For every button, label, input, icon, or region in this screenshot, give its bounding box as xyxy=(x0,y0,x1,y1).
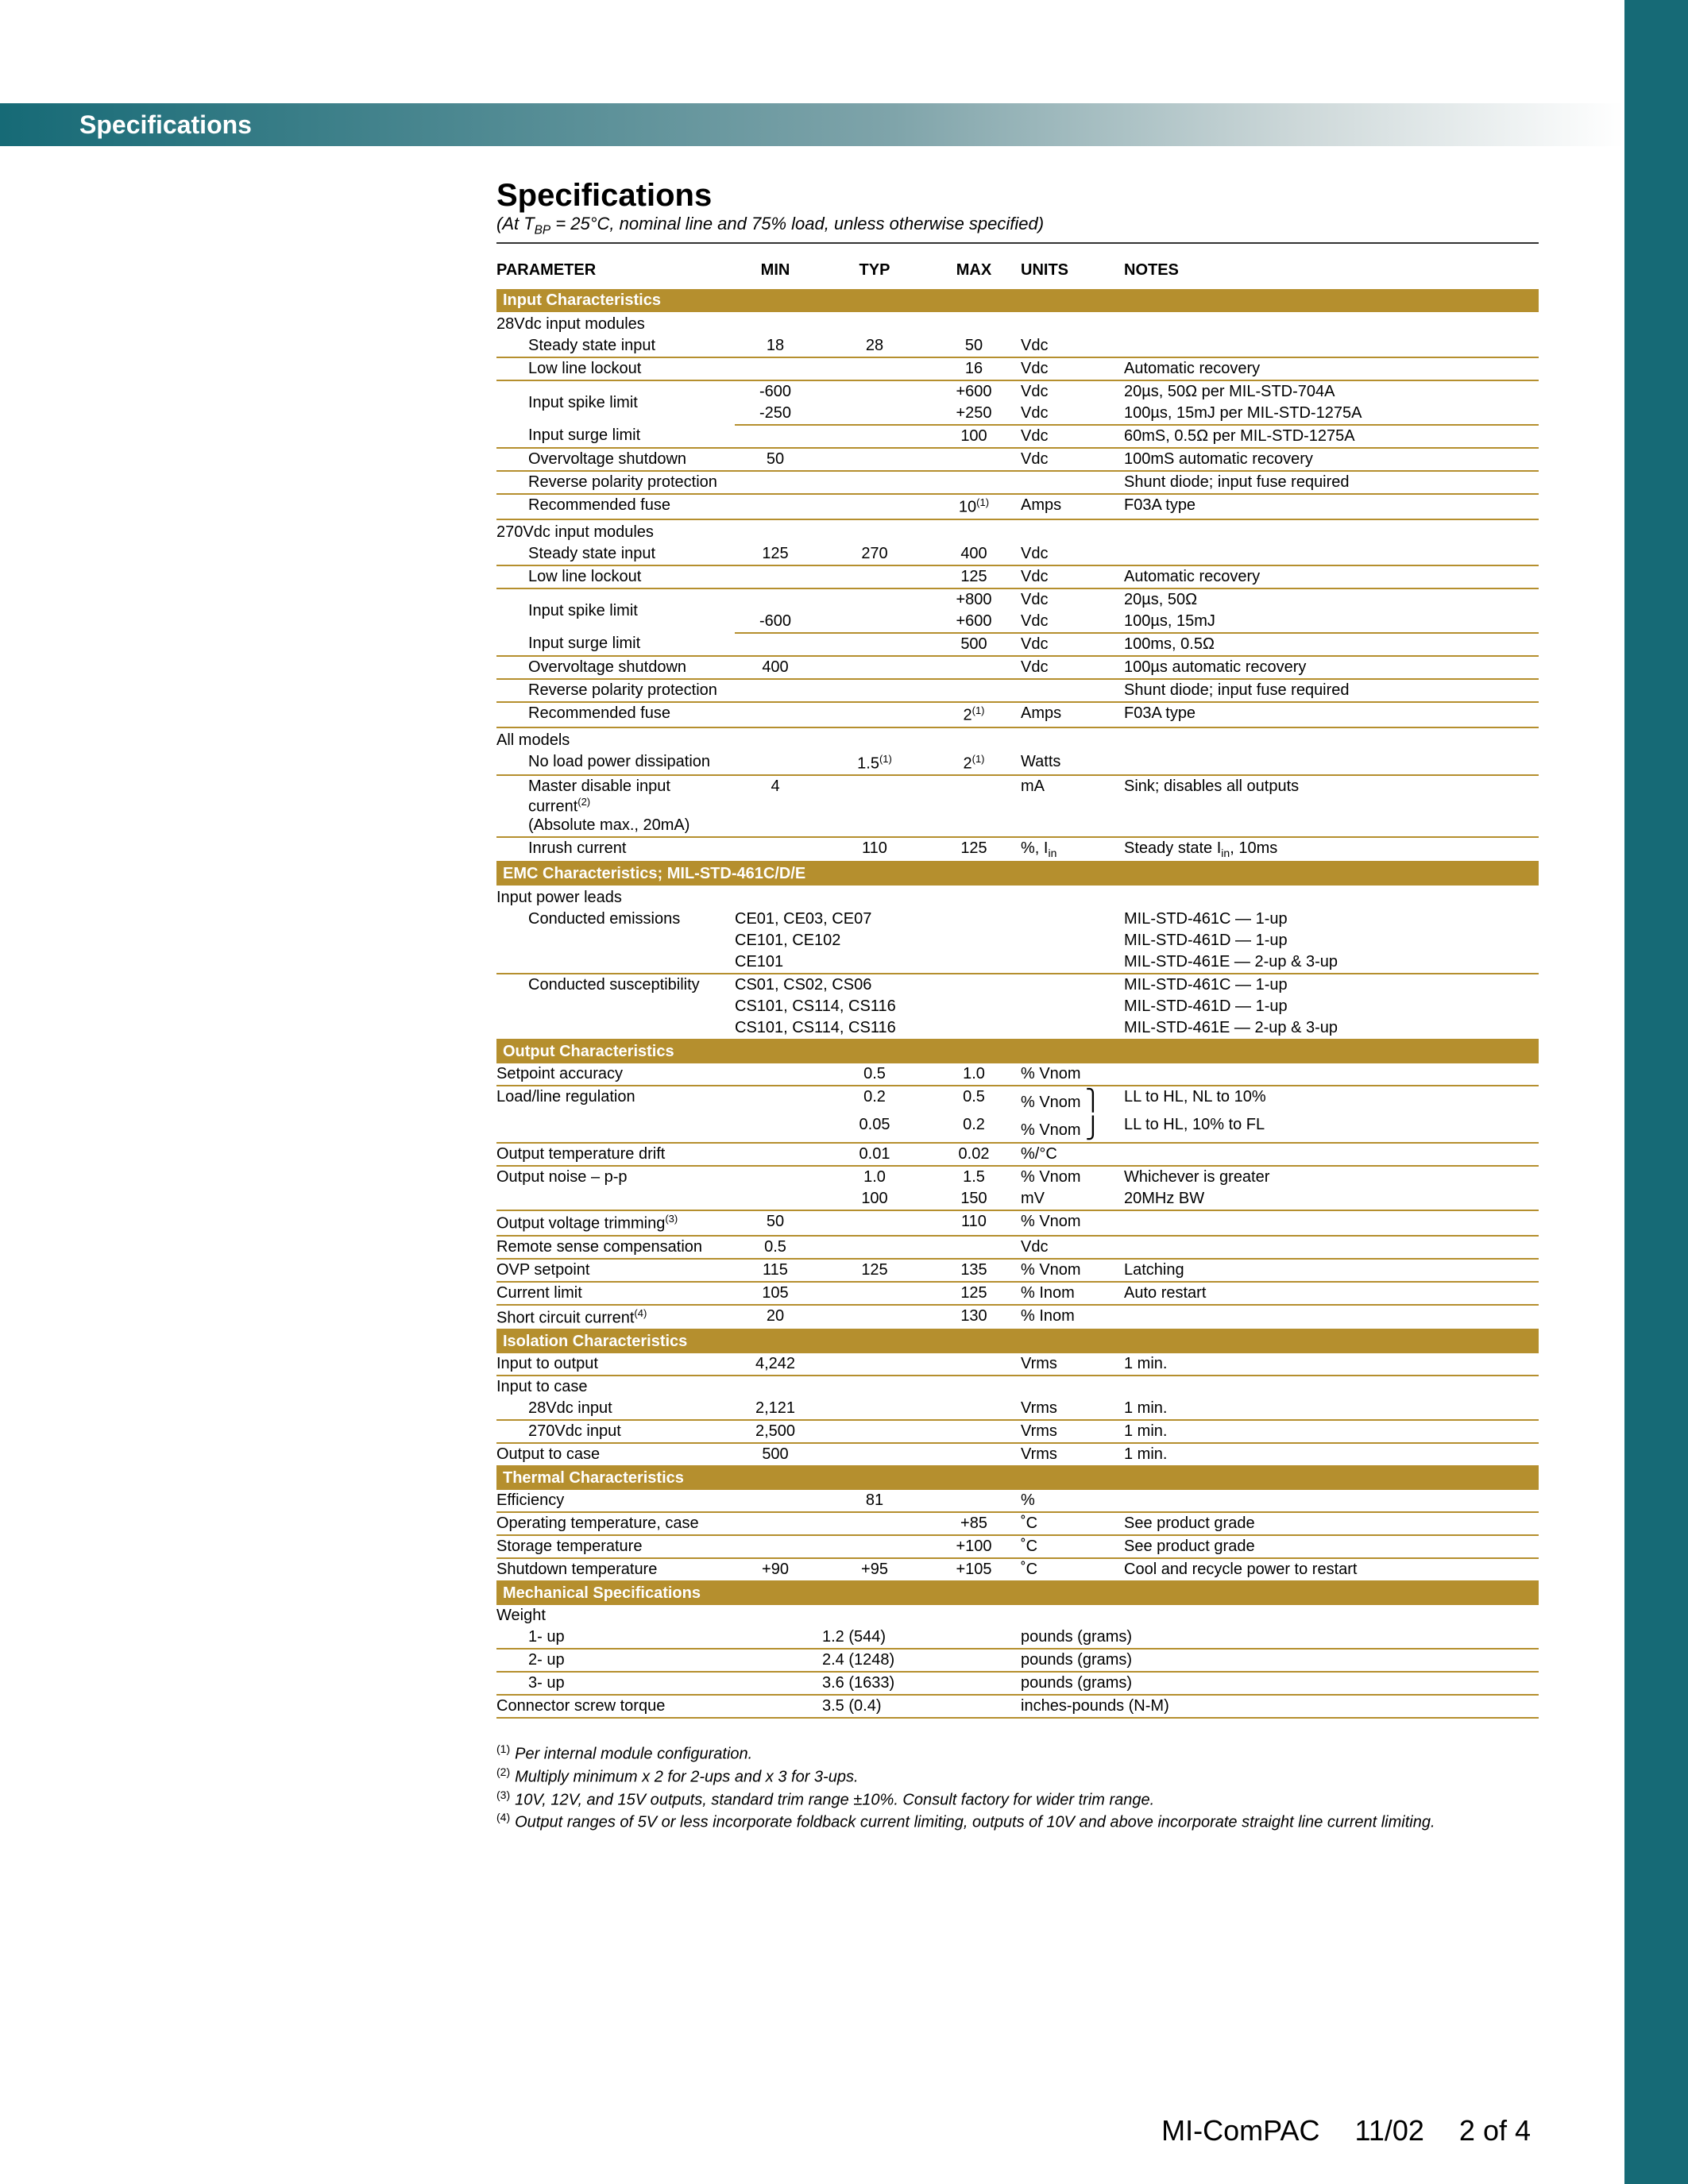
table-row: 1- up1.2 (544)pounds (grams) xyxy=(496,1626,1539,1649)
table-row: Input spike limit+800Vdc20µs, 50Ω xyxy=(496,588,1539,611)
table-row: Connector screw torque3.5 (0.4)inches-po… xyxy=(496,1695,1539,1718)
table-row: Shutdown temperature+90+95+105˚CCool and… xyxy=(496,1558,1539,1581)
table-row: Recommended fuse2(1)AmpsF03A type xyxy=(496,702,1539,727)
section-emc: EMC Characteristics; MIL-STD-461C/D/E xyxy=(496,862,1539,886)
table-row: 100150mV20MHz BW xyxy=(496,1188,1539,1210)
page: Specifications Specifications (At TBP = … xyxy=(0,0,1624,2184)
footer-product: MI-ComPAC xyxy=(1161,2114,1319,2147)
table-row: Operating temperature, case+85˚CSee prod… xyxy=(496,1512,1539,1535)
col-parameter: PARAMETER xyxy=(496,258,735,289)
group-weight: Weight xyxy=(496,1605,1539,1626)
col-min: MIN xyxy=(735,258,822,289)
table-row: Setpoint accuracy0.51.0% Vnom xyxy=(496,1063,1539,1086)
table-row: Short circuit current(4)20130% Inom xyxy=(496,1305,1539,1330)
footnote-4: (4)Output ranges of 5V or less incorpora… xyxy=(512,1811,1539,1832)
page-footer: MI-ComPAC 11/02 2 of 4 xyxy=(1134,2114,1531,2147)
group-input-to-case: Input to case xyxy=(496,1376,1539,1398)
table-row: Input surge limit100Vdc60mS, 0.5Ω per MI… xyxy=(496,425,1539,448)
footnote-2: (2)Multiply minimum x 2 for 2-ups and x … xyxy=(512,1765,1539,1787)
page-title: Specifications xyxy=(496,178,1539,214)
col-notes: NOTES xyxy=(1124,258,1539,289)
header-title: Specifications xyxy=(79,110,252,140)
table-row: Input spike limit-600+600Vdc20µs, 50Ω pe… xyxy=(496,380,1539,403)
title-block: Specifications (At TBP = 25°C, nominal l… xyxy=(496,178,1539,244)
table-row: 28Vdc input2,121Vrms1 min. xyxy=(496,1398,1539,1420)
section-output: Output Characteristics xyxy=(496,1040,1539,1063)
footnote-3: (3)10V, 12V, and 15V outputs, standard t… xyxy=(512,1788,1539,1810)
table-row: 0.050.2% Vnom ⎭LL to HL, 10% to FL xyxy=(496,1114,1539,1143)
section-isolation: Isolation Characteristics xyxy=(496,1329,1539,1353)
header-band: Specifications xyxy=(0,103,1624,146)
table-row: 270Vdc input2,500Vrms1 min. xyxy=(496,1420,1539,1443)
section-thermal: Thermal Characteristics xyxy=(496,1466,1539,1490)
table-row: Storage temperature+100˚CSee product gra… xyxy=(496,1535,1539,1558)
table-row: Output temperature drift0.010.02%/°C xyxy=(496,1143,1539,1166)
footnotes: (1)Per internal module configuration. (2… xyxy=(496,1742,1539,1832)
table-row: Output to case500Vrms1 min. xyxy=(496,1443,1539,1466)
table-row: Overvoltage shutdown400Vdc100µs automati… xyxy=(496,656,1539,679)
group-270vdc: 270Vdc input modules xyxy=(496,519,1539,543)
section-input: Input Characteristics xyxy=(496,289,1539,312)
table-row: Input to output4,242Vrms1 min. xyxy=(496,1353,1539,1376)
group-input-power-leads: Input power leads xyxy=(496,886,1539,909)
content: Specifications (At TBP = 25°C, nominal l… xyxy=(496,178,1539,1832)
footer-date: 11/02 xyxy=(1354,2114,1423,2147)
spec-table: PARAMETER MIN TYP MAX UNITS NOTES Input … xyxy=(496,258,1539,1719)
table-row: Recommended fuse10(1)AmpsF03A type xyxy=(496,494,1539,519)
table-row: Current limit105125% InomAuto restart xyxy=(496,1282,1539,1305)
table-row: Efficiency81% xyxy=(496,1490,1539,1512)
table-row: Master disable input current(2)(Absolute… xyxy=(496,775,1539,837)
table-row: Steady state input125270400Vdc xyxy=(496,543,1539,565)
page-subtitle: (At TBP = 25°C, nominal line and 75% loa… xyxy=(496,214,1539,237)
table-row: Output voltage trimming(3)50110% Vnom xyxy=(496,1210,1539,1236)
table-row: Remote sense compensation0.5Vdc xyxy=(496,1236,1539,1259)
table-row: Low line lockout16VdcAutomatic recovery xyxy=(496,357,1539,380)
table-row: Reverse polarity protectionShunt diode; … xyxy=(496,471,1539,494)
table-row: Inrush current110125%, IinSteady state I… xyxy=(496,837,1539,862)
side-accent-bar xyxy=(1624,0,1688,2184)
table-row: Conducted susceptibilityCS01, CS02, CS06… xyxy=(496,974,1539,996)
table-row: CS101, CS114, CS116MIL-STD-461E — 2-up &… xyxy=(496,1017,1539,1040)
table-row: Overvoltage shutdown50Vdc100mS automatic… xyxy=(496,448,1539,471)
table-row: Output noise – p-p1.01.5% VnomWhichever … xyxy=(496,1166,1539,1188)
table-row: CE101, CE102MIL-STD-461D — 1-up xyxy=(496,930,1539,951)
group-all-models: All models xyxy=(496,727,1539,751)
col-typ: TYP xyxy=(822,258,933,289)
table-row: Load/line regulation0.20.5% Vnom ⎫LL to … xyxy=(496,1086,1539,1114)
group-28vdc: 28Vdc input modules xyxy=(496,312,1539,335)
col-max: MAX xyxy=(933,258,1021,289)
col-units: UNITS xyxy=(1021,258,1124,289)
table-row: CS101, CS114, CS116MIL-STD-461D — 1-up xyxy=(496,996,1539,1017)
table-row: Input surge limit500Vdc100ms, 0.5Ω xyxy=(496,633,1539,656)
table-row: Reverse polarity protectionShunt diode; … xyxy=(496,679,1539,702)
table-row: No load power dissipation1.5(1)2(1)Watts xyxy=(496,751,1539,776)
section-mechanical: Mechanical Specifications xyxy=(496,1581,1539,1605)
table-row: 2- up2.4 (1248)pounds (grams) xyxy=(496,1649,1539,1672)
table-row: 3- up3.6 (1633)pounds (grams) xyxy=(496,1672,1539,1695)
table-row: Conducted emissionsCE01, CE03, CE07MIL-S… xyxy=(496,909,1539,930)
table-header-row: PARAMETER MIN TYP MAX UNITS NOTES xyxy=(496,258,1539,289)
table-row: OVP setpoint115125135% VnomLatching xyxy=(496,1259,1539,1282)
footnote-1: (1)Per internal module configuration. xyxy=(512,1742,1539,1764)
table-row: Low line lockout125VdcAutomatic recovery xyxy=(496,565,1539,588)
footer-page: 2 of 4 xyxy=(1459,2114,1531,2147)
table-row: CE101MIL-STD-461E — 2-up & 3-up xyxy=(496,951,1539,974)
table-row: Steady state input182850Vdc xyxy=(496,335,1539,357)
